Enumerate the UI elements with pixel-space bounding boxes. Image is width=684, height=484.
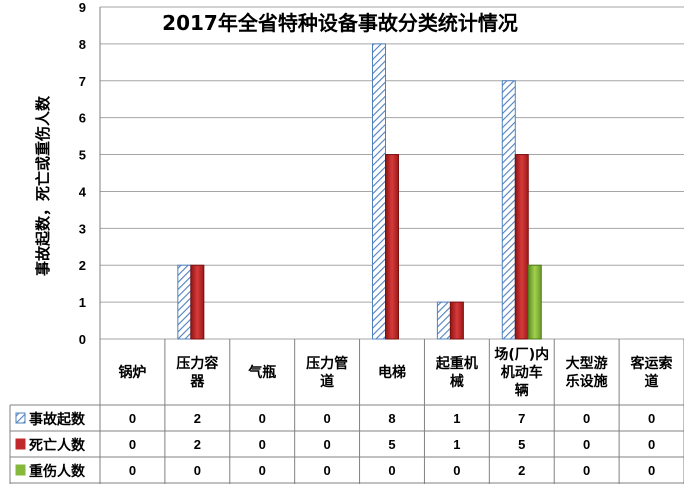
category-label: 锅炉: [118, 364, 146, 381]
y-axis-ticks: 0 1 2 3 4 5 6 7 8 9: [79, 0, 87, 347]
category-label-line: 压力容: [176, 355, 218, 372]
bar: [190, 264, 205, 340]
table-cell-value: 0: [583, 411, 590, 426]
legend-label: 事故起数: [29, 411, 86, 428]
category-label-line: 械: [450, 373, 464, 390]
bar: [436, 301, 451, 340]
table-cell-value: 2: [194, 411, 201, 426]
y-tick-label: 3: [79, 221, 86, 236]
table-cell-value: 0: [323, 463, 330, 478]
bar: [501, 80, 516, 340]
category-label-line: 客运索: [630, 355, 673, 372]
table-cell-value: 2: [518, 463, 525, 478]
table-cell-value: 0: [583, 437, 590, 452]
category-label-line: 压力管: [306, 355, 348, 372]
table-cell-value: 0: [129, 437, 136, 452]
table-cell-value: 7: [518, 411, 525, 426]
category-label-line: 机动车: [501, 364, 543, 381]
y-axis-label: 事故起数，死亡或重伤人数: [34, 95, 52, 276]
bar: [449, 301, 464, 340]
data-table: 锅炉压力容器气瓶压力管道电梯起重机械场(厂)内机动车辆大型游乐设施客运索道事故起…: [9, 339, 684, 484]
category-label-line: 气瓶: [247, 364, 276, 381]
y-tick-label: 0: [79, 332, 86, 347]
category-label-line: 器: [189, 374, 205, 390]
category-label-line: 道: [645, 373, 659, 390]
table-cell-value: 5: [518, 437, 525, 452]
category-label-line: 乐设施: [566, 373, 608, 390]
table-cell-value: 1: [453, 411, 460, 426]
table-cell-value: 0: [648, 411, 655, 426]
table-cell-value: 0: [453, 463, 460, 478]
category-label-line: 起重机: [435, 355, 478, 372]
category-label-line: 锅炉: [118, 364, 146, 381]
table-cell-value: 0: [259, 437, 266, 452]
y-tick-label: 8: [79, 37, 86, 52]
y-tick-label: 9: [79, 0, 86, 15]
category-label: 气瓶: [247, 364, 276, 381]
legend-label: 重伤人数: [29, 463, 86, 480]
table-cell-value: 8: [388, 411, 395, 426]
y-tick-label: 4: [79, 184, 87, 199]
category-label-line: 辆: [515, 382, 529, 399]
category-label: 压力容器: [176, 355, 218, 390]
y-tick-label: 1: [79, 295, 86, 310]
category-label-line: 场(厂)内: [494, 346, 549, 363]
table-cell-value: 0: [648, 463, 655, 478]
category-label: 大型游乐设施: [566, 355, 608, 390]
y-tick-label: 7: [79, 74, 86, 89]
table-cell-value: 0: [648, 437, 655, 452]
bar: [514, 154, 529, 340]
legend-key: [15, 412, 26, 424]
category-label: 起重机械: [435, 355, 478, 390]
category-label: 压力管道: [306, 355, 348, 390]
category-label-line: 大型游: [566, 355, 608, 372]
table-cell-value: 0: [323, 437, 330, 452]
category-label: 客运索道: [630, 355, 673, 390]
table-cell-value: 2: [194, 437, 201, 452]
table-cell-value: 0: [129, 463, 136, 478]
bars: [177, 43, 542, 340]
bar: [177, 264, 192, 340]
y-tick-label: 6: [79, 111, 86, 126]
table-cell-value: 0: [194, 463, 201, 478]
category-label-line: 电梯: [378, 364, 406, 381]
table-cell-value: 0: [259, 411, 266, 426]
bar: [385, 154, 399, 340]
table-cell-value: 1: [453, 437, 460, 452]
table-cell-value: 0: [259, 463, 266, 478]
table-cell-value: 0: [323, 411, 330, 426]
legend-key: [15, 438, 26, 450]
table-cell-value: 0: [129, 411, 136, 426]
table-cell-value: 0: [583, 463, 590, 478]
legend-key: [15, 464, 26, 476]
category-label-line: 道: [320, 373, 334, 390]
category-label: 场(厂)内机动车辆: [494, 346, 549, 399]
chart-title: 2017年全省特种设备事故分类统计情况: [162, 11, 518, 35]
category-label: 电梯: [378, 364, 406, 381]
table-cell-value: 0: [388, 463, 395, 478]
bar: [527, 264, 542, 340]
y-tick-label: 2: [79, 258, 86, 273]
y-tick-label: 5: [79, 148, 86, 163]
table-cell-value: 5: [388, 437, 395, 452]
bar: [372, 43, 386, 340]
legend-label: 死亡人数: [28, 437, 86, 454]
